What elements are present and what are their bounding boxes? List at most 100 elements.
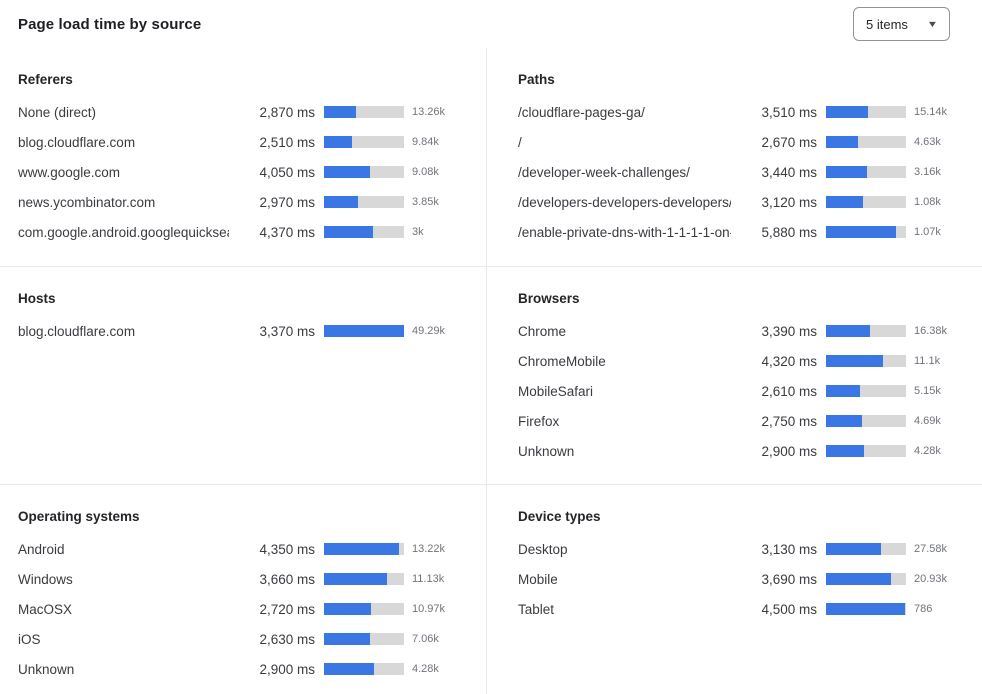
row-bar-fill <box>826 196 864 208</box>
row-bar-fill <box>826 543 882 555</box>
metric-row[interactable]: blog.cloudflare.com 2,510 ms 9.84k <box>18 127 466 157</box>
row-bar-track <box>826 166 906 178</box>
row-label: news.ycombinator.com <box>18 194 156 210</box>
metric-row[interactable]: news.ycombinator.com 2,970 ms 3.85k <box>18 187 466 217</box>
row-ms-value: 2,900 ms <box>761 443 817 459</box>
metric-row[interactable]: Chrome 3,390 ms 16.38k <box>518 316 968 346</box>
row-ms-value: 3,130 ms <box>761 541 817 557</box>
metric-row[interactable]: /cloudflare-pages-ga/ 3,510 ms 15.14k <box>518 97 968 127</box>
row-bar-track <box>324 603 404 615</box>
row-bar-fill <box>826 136 858 148</box>
row-bar-fill <box>324 633 370 645</box>
row-ms-value: 2,750 ms <box>761 413 817 429</box>
row-ms-value: 3,510 ms <box>761 104 817 120</box>
metric-row[interactable]: Tablet 4,500 ms 786 <box>518 594 968 624</box>
row-ms-value: 5,880 ms <box>761 224 817 240</box>
section-rows: Android 4,350 ms 13.22k Windows 3,660 ms… <box>18 534 466 684</box>
row-ms-value: 2,720 ms <box>259 601 315 617</box>
row-bar-track <box>826 196 906 208</box>
row-label: Tablet <box>518 601 555 617</box>
row-label: /cloudflare-pages-ga/ <box>518 104 645 120</box>
metric-row[interactable]: Unknown 2,900 ms 4.28k <box>518 436 968 466</box>
row-bar-fill <box>324 226 374 238</box>
items-count-dropdown-value: 5 items <box>866 16 908 32</box>
row-bar-fill <box>826 325 871 337</box>
row-label: None (direct) <box>18 104 97 120</box>
metric-row[interactable]: www.google.com 4,050 ms 9.08k <box>18 157 466 187</box>
metric-row[interactable]: /enable-private-dns-with-1-1-1-1-on-… 5,… <box>518 217 968 247</box>
section-operating-systems: Operating systems Android 4,350 ms 13.22… <box>0 485 486 694</box>
metric-row[interactable]: MacOSX 2,720 ms 10.97k <box>18 594 466 624</box>
row-ms-value: 3,390 ms <box>761 323 817 339</box>
metric-row[interactable]: Windows 3,660 ms 11.13k <box>18 564 466 594</box>
metric-row[interactable]: com.google.android.googlequicksearc… 4,3… <box>18 217 466 247</box>
section-title: Device types <box>518 509 601 524</box>
row-bar-track <box>826 226 906 238</box>
row-ms-value: 4,500 ms <box>761 601 817 617</box>
row-bar-fill <box>826 573 892 585</box>
metric-row[interactable]: Desktop 3,130 ms 27.58k <box>518 534 968 564</box>
row-count-value: 20.93k <box>914 573 948 585</box>
row-bar-fill <box>324 106 357 118</box>
section-title: Browsers <box>518 291 580 306</box>
section-paths: Paths /cloudflare-pages-ga/ 3,510 ms 15.… <box>486 48 982 267</box>
metric-row[interactable]: Firefox 2,750 ms 4.69k <box>518 406 968 436</box>
section-rows: None (direct) 2,870 ms 13.26k blog.cloud… <box>18 97 466 247</box>
row-bar-fill <box>324 136 353 148</box>
section-rows: Desktop 3,130 ms 27.58k Mobile 3,690 ms … <box>518 534 968 624</box>
section-hosts: Hosts blog.cloudflare.com 3,370 ms 49.29… <box>0 267 486 485</box>
row-label: Windows <box>18 571 73 587</box>
metric-row[interactable]: /developer-week-challenges/ 3,440 ms 3.1… <box>518 157 968 187</box>
row-label: ChromeMobile <box>518 353 606 369</box>
row-label: Chrome <box>518 323 567 339</box>
row-label: Mobile <box>518 571 558 587</box>
section-title: Referers <box>18 72 73 87</box>
metric-row[interactable]: iOS 2,630 ms 7.06k <box>18 624 466 654</box>
row-bar-fill <box>826 106 868 118</box>
metric-row[interactable]: None (direct) 2,870 ms 13.26k <box>18 97 466 127</box>
row-count-value: 11.1k <box>914 355 941 367</box>
row-bar-fill <box>324 573 388 585</box>
row-bar-fill <box>324 196 358 208</box>
row-label: Desktop <box>518 541 568 557</box>
row-count-value: 1.08k <box>914 196 941 208</box>
metric-row[interactable]: Mobile 3,690 ms 20.93k <box>518 564 968 594</box>
row-bar-track <box>826 543 906 555</box>
row-count-value: 4.28k <box>914 445 941 457</box>
metric-row[interactable]: Unknown 2,900 ms 4.28k <box>18 654 466 684</box>
row-count-value: 1.07k <box>914 226 941 238</box>
row-bar-fill <box>826 415 862 427</box>
row-ms-value: 2,510 ms <box>259 134 315 150</box>
row-bar-fill <box>324 543 400 555</box>
row-bar-track <box>324 543 404 555</box>
metric-row[interactable]: blog.cloudflare.com 3,370 ms 49.29k <box>18 316 466 346</box>
metric-row[interactable]: / 2,670 ms 4.63k <box>518 127 968 157</box>
row-label: / <box>518 134 522 150</box>
metric-row[interactable]: ChromeMobile 4,320 ms 11.1k <box>518 346 968 376</box>
row-ms-value: 2,670 ms <box>761 134 817 150</box>
metric-row[interactable]: MobileSafari 2,610 ms 5.15k <box>518 376 968 406</box>
section-device-types: Device types Desktop 3,130 ms 27.58k Mob… <box>486 485 982 694</box>
sections-grid: Referers None (direct) 2,870 ms 13.26k b… <box>0 48 982 694</box>
metric-row[interactable]: /developers-developers-developers/ 3,120… <box>518 187 968 217</box>
items-count-dropdown[interactable]: 5 items ▼ <box>853 7 950 41</box>
row-label: blog.cloudflare.com <box>18 134 136 150</box>
metric-row[interactable]: Android 4,350 ms 13.22k <box>18 534 466 564</box>
row-count-value: 4.69k <box>914 415 941 427</box>
row-bar-fill <box>826 445 864 457</box>
row-ms-value: 2,900 ms <box>259 661 315 677</box>
row-ms-value: 3,120 ms <box>761 194 817 210</box>
row-label: Unknown <box>518 443 575 459</box>
widget-header: Page load time by source 5 items ▼ <box>0 0 982 48</box>
row-bar-fill <box>324 325 404 337</box>
row-ms-value: 2,630 ms <box>259 631 315 647</box>
row-count-value: 3k <box>412 226 424 238</box>
row-bar-track <box>324 136 404 148</box>
row-bar-track <box>324 633 404 645</box>
row-label: /developers-developers-developers/ <box>518 194 731 210</box>
row-bar-fill <box>826 226 897 238</box>
row-ms-value: 2,870 ms <box>259 104 315 120</box>
row-ms-value: 4,320 ms <box>761 353 817 369</box>
row-bar-fill <box>324 166 370 178</box>
